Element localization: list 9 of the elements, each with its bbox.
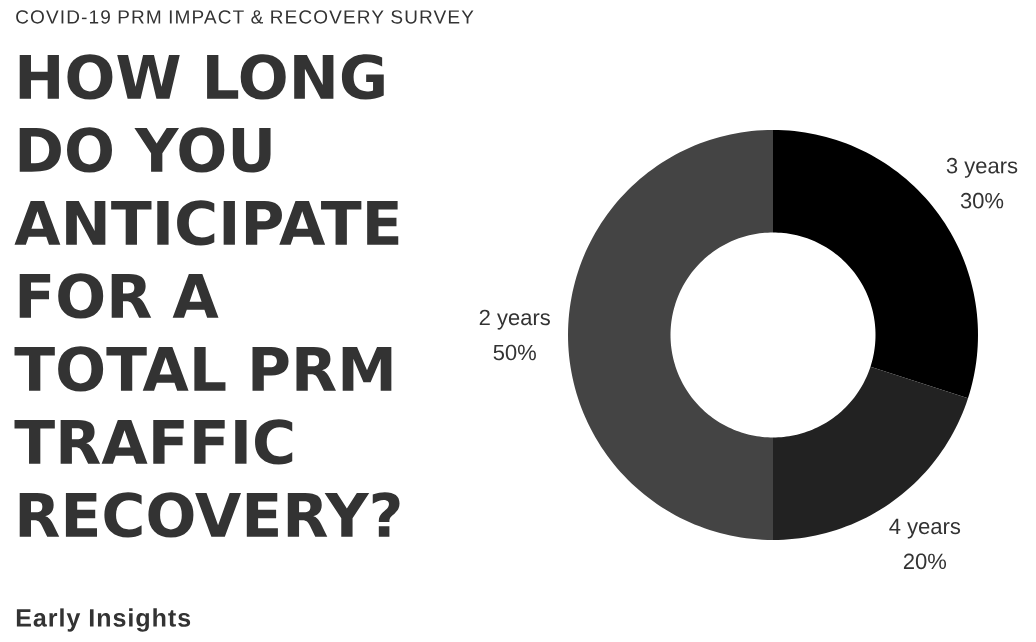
slice-label: 2 years xyxy=(479,309,550,330)
text: Early Insights xyxy=(16,608,191,632)
data-label: 20% xyxy=(903,553,947,570)
text: HOW LONG DO YOU ANTICIPATE FOR A TOTAL PRM TRAFFIC RECOVERY? xyxy=(14,54,400,538)
data-label: 30% xyxy=(960,192,1004,209)
slice-label: 4 years xyxy=(889,518,961,539)
slice-label: 3 years xyxy=(946,157,1018,178)
text: COVID-19 PRM IMPACT & RECOVERY SURVEY xyxy=(16,10,474,24)
data-label: 50% xyxy=(493,344,536,361)
